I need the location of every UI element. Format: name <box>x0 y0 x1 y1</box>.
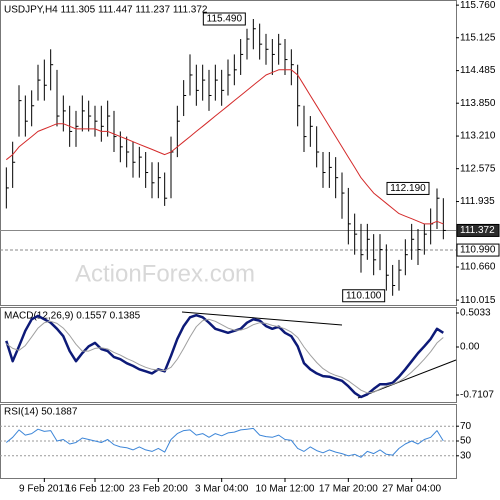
annotation-box <box>386 181 430 195</box>
level-label: 110.990 <box>460 245 496 256</box>
watermark: ActionForex.com <box>75 260 255 287</box>
y-tick-label: 114.485 <box>460 65 496 76</box>
last-label: 111.372 <box>460 225 495 236</box>
annotation-label: 110.100 <box>346 290 382 301</box>
last-tag <box>456 223 500 237</box>
y-tick-label: 115.760 <box>460 0 496 11</box>
y-tick-label: 50 <box>460 436 472 447</box>
level-tag <box>456 243 500 257</box>
y-tick-label: 0.5033 <box>460 308 491 319</box>
annotation-label: 112.190 <box>390 183 426 194</box>
y-tick-label: 115.125 <box>460 32 496 43</box>
trend-line <box>181 311 343 326</box>
x-tick-label: 16 Feb 12:00 <box>66 484 125 495</box>
panel-title: MACD(12,26,9) 0.1557 0.1385 <box>4 311 141 322</box>
y-tick-label: 113.210 <box>460 131 496 142</box>
x-tick-label: 27 Mar 04:00 <box>382 484 441 495</box>
y-tick-label: 110.660 <box>460 262 496 273</box>
y-tick-label: 30 <box>460 450 472 461</box>
x-tick-label: 23 Feb 20:00 <box>129 484 188 495</box>
series-line <box>5 313 444 399</box>
x-tick-label: 3 Mar 04:00 <box>195 484 249 495</box>
macd-panel <box>0 307 457 403</box>
x-tick-label: 9 Feb 2017 <box>19 484 70 495</box>
y-tick-label: 112.575 <box>460 163 496 174</box>
series-line <box>5 427 444 458</box>
annotation-box <box>342 289 386 303</box>
y-tick-label: 110.015 <box>460 295 496 306</box>
price-panel <box>0 0 457 306</box>
series-line <box>6 318 444 394</box>
panel-title: USDJPY,H4 111.305 111.447 111.237 111.37… <box>4 5 208 16</box>
moving-average <box>5 69 444 225</box>
annotation-label: 115.490 <box>207 14 243 25</box>
y-tick-label: 0.00 <box>460 342 480 353</box>
panel-title: RSI(14) 50.1887 <box>4 407 78 418</box>
y-tick-label: 70 <box>460 421 472 432</box>
x-tick-label: 10 Mar 12:00 <box>256 484 315 495</box>
y-tick-label: 113.850 <box>460 98 496 109</box>
y-tick-label: -0.7107 <box>460 390 494 401</box>
annotation-box <box>202 12 246 26</box>
x-tick-label: 17 Mar 20:00 <box>319 484 378 495</box>
y-tick-label: 111.935 <box>460 196 495 207</box>
